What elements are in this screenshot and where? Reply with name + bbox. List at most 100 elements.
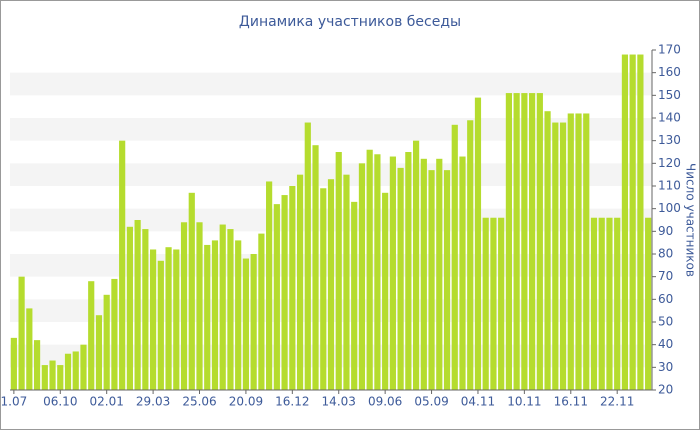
y-tick-label: 150	[658, 88, 681, 102]
bar	[49, 360, 56, 390]
y-tick-label: 160	[658, 65, 681, 79]
bar	[358, 163, 366, 390]
x-tick-label: 05.09	[414, 395, 448, 409]
y-tick-label: 90	[658, 224, 673, 238]
bar	[513, 93, 520, 391]
bar	[227, 229, 234, 390]
x-tick-label: 04.11	[461, 395, 495, 409]
bar	[382, 192, 389, 390]
y-tick-label: 110	[658, 179, 681, 193]
bar	[64, 353, 72, 390]
bar	[412, 140, 420, 390]
bar	[188, 192, 195, 390]
bar	[397, 167, 404, 390]
y-tick-label: 60	[658, 292, 673, 306]
bar	[126, 226, 133, 390]
bar	[111, 278, 118, 390]
bar	[389, 156, 396, 390]
y-tick-label: 80	[658, 247, 673, 261]
bar	[266, 181, 273, 390]
bar	[150, 249, 157, 390]
bar	[281, 195, 288, 390]
bar	[521, 93, 528, 391]
bar	[312, 145, 319, 390]
bar	[559, 122, 567, 391]
y-tick-label: 20	[658, 383, 673, 397]
bar	[296, 174, 304, 390]
bar	[304, 122, 311, 391]
bar	[420, 158, 427, 390]
bar	[242, 258, 250, 390]
x-tick-label: 1.07	[1, 395, 28, 409]
bar	[436, 158, 443, 390]
bar	[165, 247, 172, 390]
bar	[320, 188, 327, 390]
bar	[289, 186, 296, 390]
bar	[590, 217, 598, 390]
bar	[273, 204, 280, 390]
bar	[637, 54, 644, 391]
bar	[606, 217, 613, 390]
bar	[598, 217, 605, 390]
bar	[467, 120, 474, 391]
bar	[366, 149, 373, 390]
bar	[529, 93, 536, 391]
y-tick-label: 140	[658, 111, 681, 125]
bar	[95, 315, 103, 390]
bar	[219, 224, 226, 390]
bar	[567, 113, 574, 390]
bar	[343, 174, 350, 390]
y-tick-label: 100	[658, 201, 681, 215]
y-tick-label: 30	[658, 360, 673, 374]
bar	[327, 179, 335, 390]
y-tick-label: 120	[658, 156, 681, 170]
x-tick-label: 02.01	[90, 395, 124, 409]
y-tick-label: 130	[658, 133, 681, 147]
grid-band	[10, 163, 652, 186]
bar	[459, 156, 466, 390]
x-tick-label: 16.11	[554, 395, 588, 409]
bar	[41, 365, 48, 390]
bar	[173, 249, 180, 390]
grid-band	[10, 72, 652, 96]
x-tick-label: 06.10	[43, 395, 77, 409]
bar	[405, 152, 412, 390]
bar	[57, 365, 64, 390]
chart-title: Динамика участников беседы	[239, 14, 461, 30]
bar	[10, 337, 17, 390]
bar	[351, 201, 358, 390]
bar	[142, 229, 149, 390]
bar	[103, 294, 110, 390]
bar	[498, 217, 505, 390]
bar	[575, 113, 582, 390]
bar	[552, 122, 559, 391]
bar	[157, 260, 164, 390]
x-tick-label: 25.06	[182, 395, 216, 409]
y-tick-label: 70	[658, 269, 673, 283]
bar	[335, 152, 342, 390]
x-tick-label: 16.12	[275, 395, 309, 409]
y-tick-label: 50	[658, 315, 673, 329]
bar	[258, 233, 265, 390]
y-tick-label: 170	[658, 43, 681, 57]
y-tick-label: 40	[658, 337, 673, 351]
bar	[235, 240, 242, 390]
x-tick-label: 09.06	[368, 395, 402, 409]
bar	[536, 93, 543, 391]
bar	[80, 344, 87, 390]
x-tick-label: 22.11	[600, 395, 634, 409]
bar	[26, 308, 33, 390]
bar	[544, 111, 551, 390]
bar	[505, 93, 512, 391]
bar	[211, 240, 219, 390]
bar	[180, 222, 188, 390]
x-tick-label: 14.03	[322, 395, 356, 409]
bar	[196, 222, 203, 390]
bar	[88, 281, 95, 390]
x-tick-label: 20.09	[229, 395, 263, 409]
bar	[583, 113, 590, 390]
bar	[18, 276, 25, 390]
y-axis-title: Число участников	[684, 163, 698, 277]
